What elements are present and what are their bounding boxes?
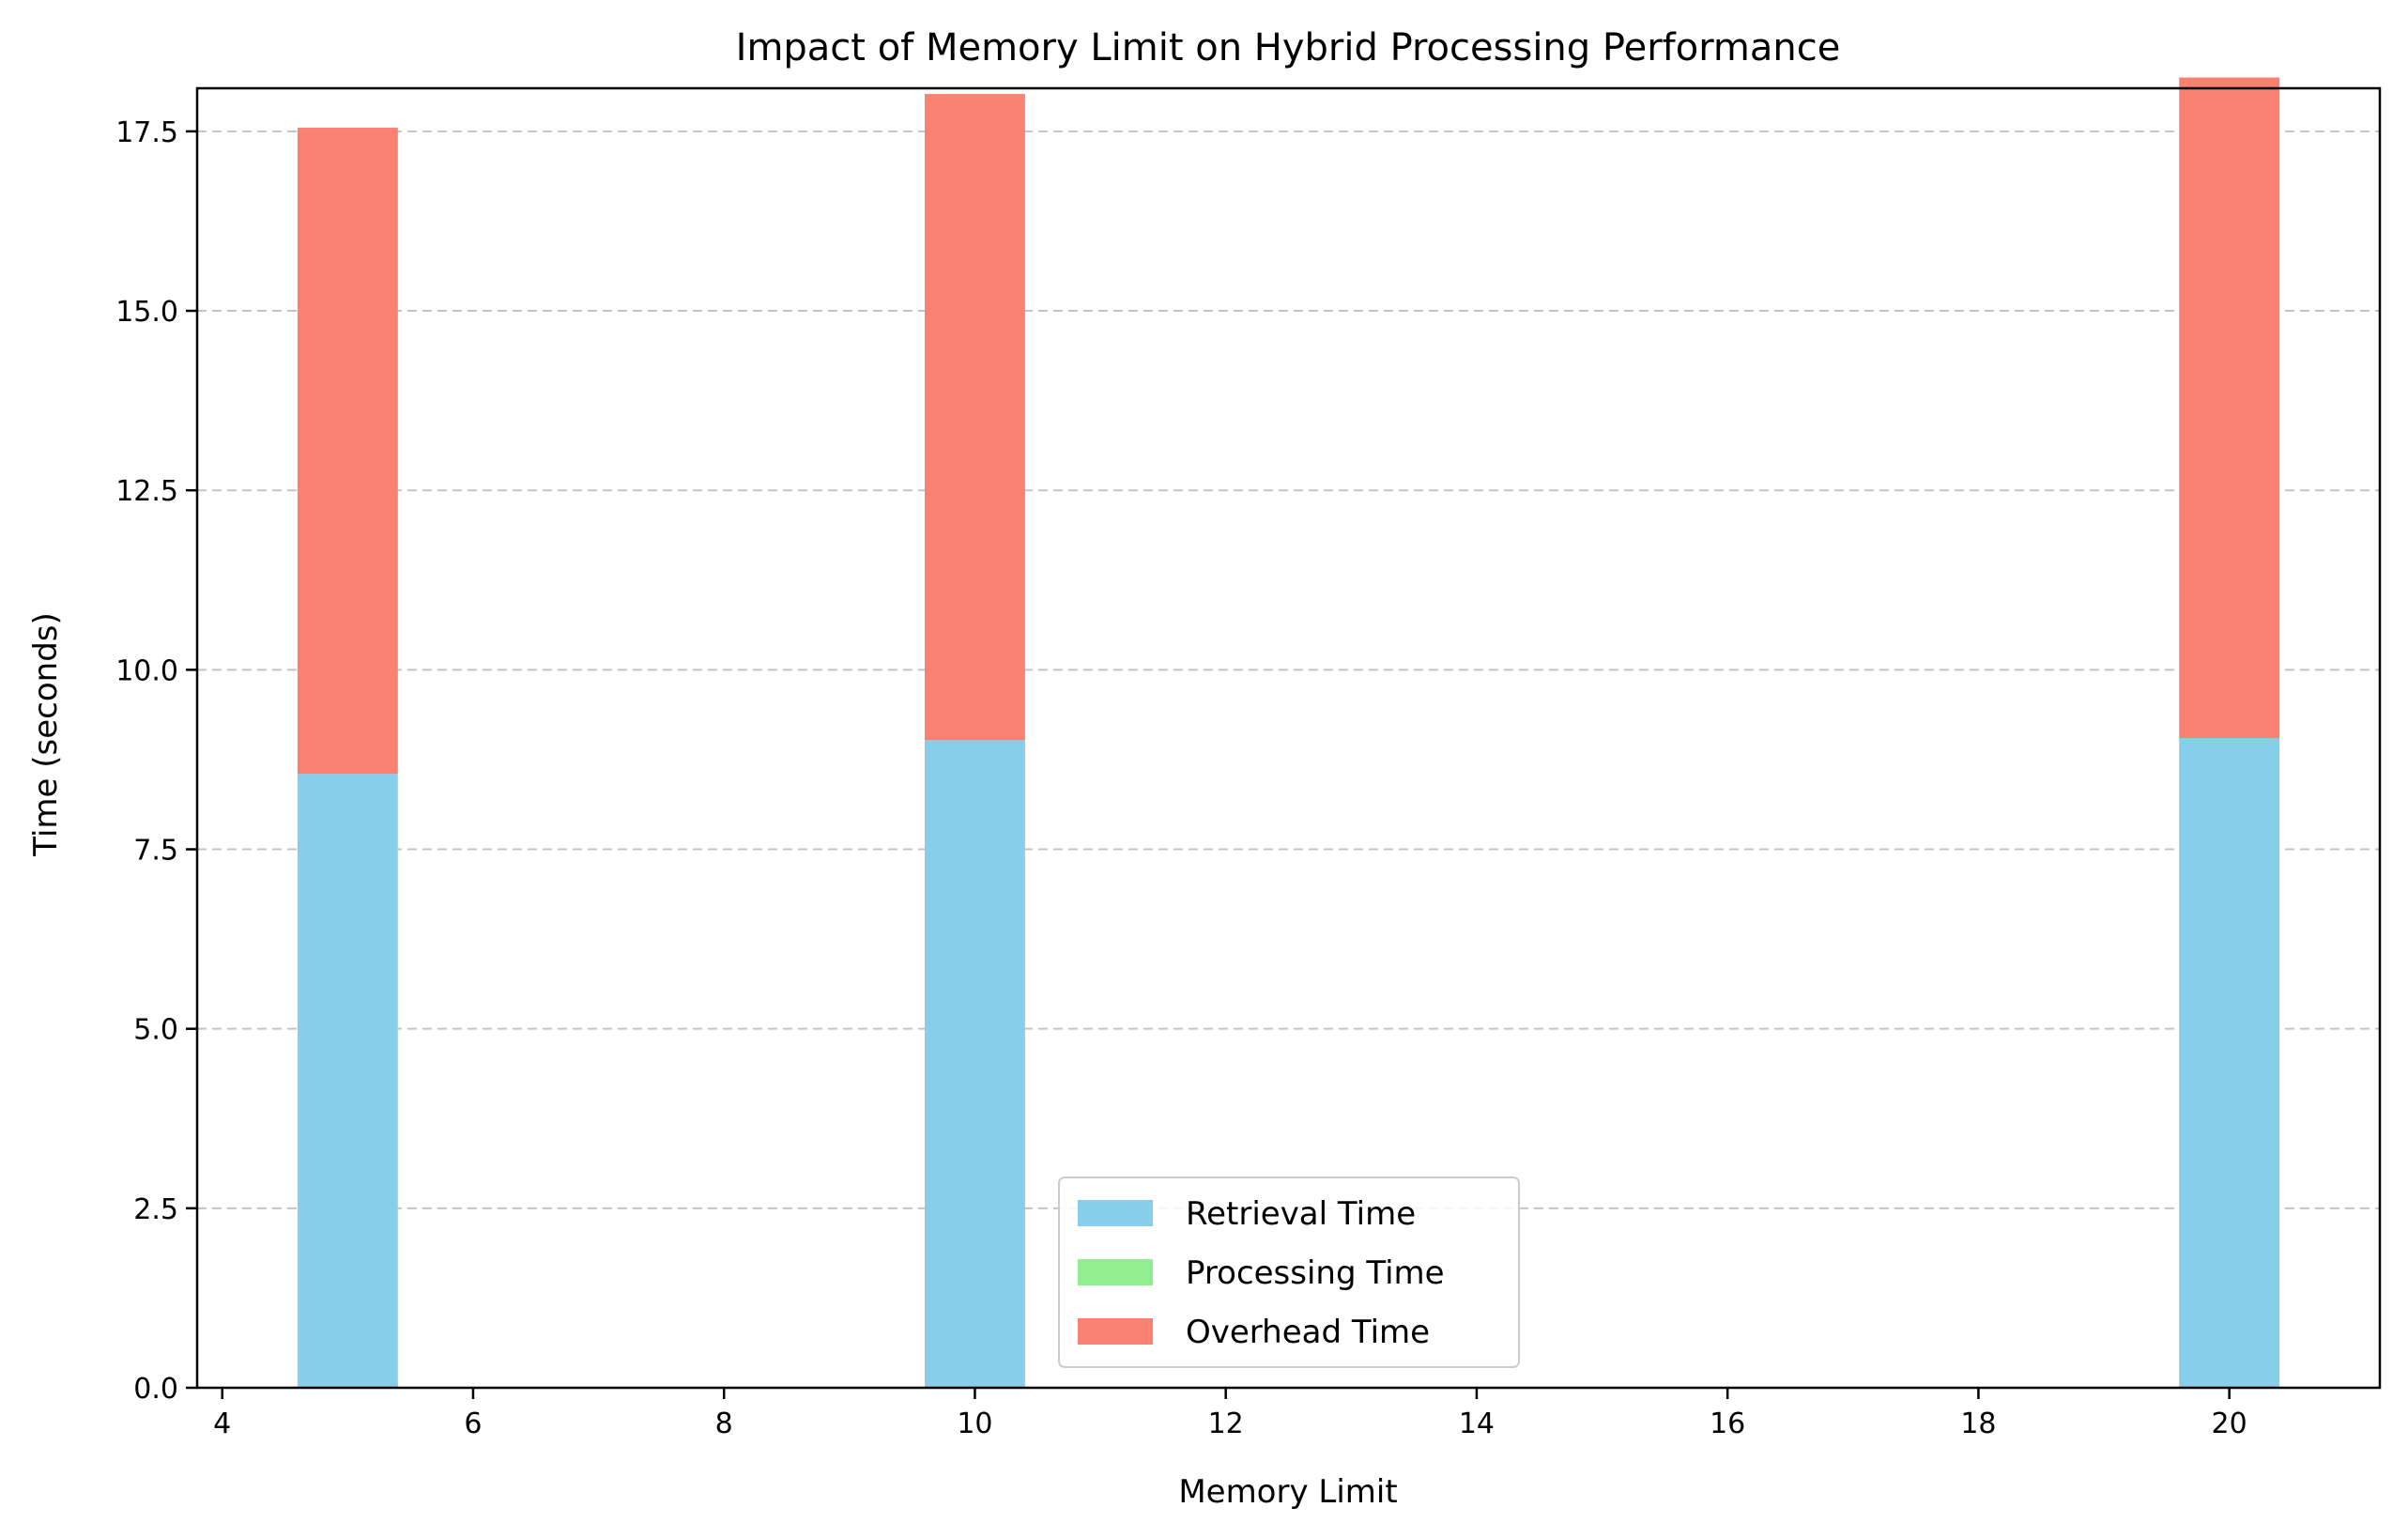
x-tick-label: 12 [1208, 1407, 1244, 1440]
y-tick-label: 15.0 [115, 296, 178, 329]
bar-overhead-time [297, 128, 398, 775]
legend-swatch [1078, 1259, 1153, 1285]
y-tick-label: 0.0 [133, 1373, 178, 1406]
legend: Retrieval Time Processing Time Overhead Ti… [1058, 1177, 1520, 1368]
y-tick-label: 12.5 [115, 475, 178, 508]
legend-label: Overhead Time [1186, 1314, 1430, 1351]
bar-overhead-time [925, 94, 1025, 741]
bar-retrieval-time [2179, 738, 2280, 1388]
x-tick-label: 18 [1960, 1407, 1996, 1440]
y-tick-label: 5.0 [133, 1014, 178, 1047]
bar-overhead-time [2179, 77, 2280, 738]
legend-box [1058, 1177, 1520, 1368]
chart-title: Impact of Memory Limit on Hybrid Process… [736, 26, 1841, 69]
legend-swatch [1078, 1200, 1153, 1226]
x-tick-label: 16 [1710, 1407, 1745, 1440]
axes: 4 6 8 10 12 14 16 18 20 0.0 2.5 5.0 7.5 10.0 12.5 15.0 1… [115, 86, 2382, 1440]
x-tick-label: 14 [1459, 1407, 1495, 1440]
x-axis-title: Memory Limit [1178, 1473, 1397, 1511]
x-tick-label: 6 [464, 1407, 482, 1440]
plot-frame [195, 86, 2382, 1390]
y-tick-label: 2.5 [133, 1193, 178, 1226]
y-tick-label: 7.5 [133, 835, 178, 868]
legend-swatch [1078, 1318, 1153, 1345]
x-tick-label: 8 [715, 1407, 733, 1440]
bar-retrieval-time [925, 740, 1025, 1388]
y-axis-title: Time (seconds) [27, 612, 65, 857]
legend-label: Processing Time [1186, 1254, 1445, 1292]
y-tick-label: 10.0 [115, 654, 178, 687]
gridlines [197, 130, 2380, 1389]
x-tick-label: 10 [957, 1407, 992, 1440]
x-tick-label: 20 [2212, 1407, 2247, 1440]
bar-retrieval-time [297, 774, 398, 1388]
legend-label: Retrieval Time [1186, 1195, 1416, 1233]
x-tick-label: 4 [213, 1407, 231, 1440]
y-tick-label: 17.5 [115, 116, 178, 149]
bars [297, 77, 2280, 1388]
